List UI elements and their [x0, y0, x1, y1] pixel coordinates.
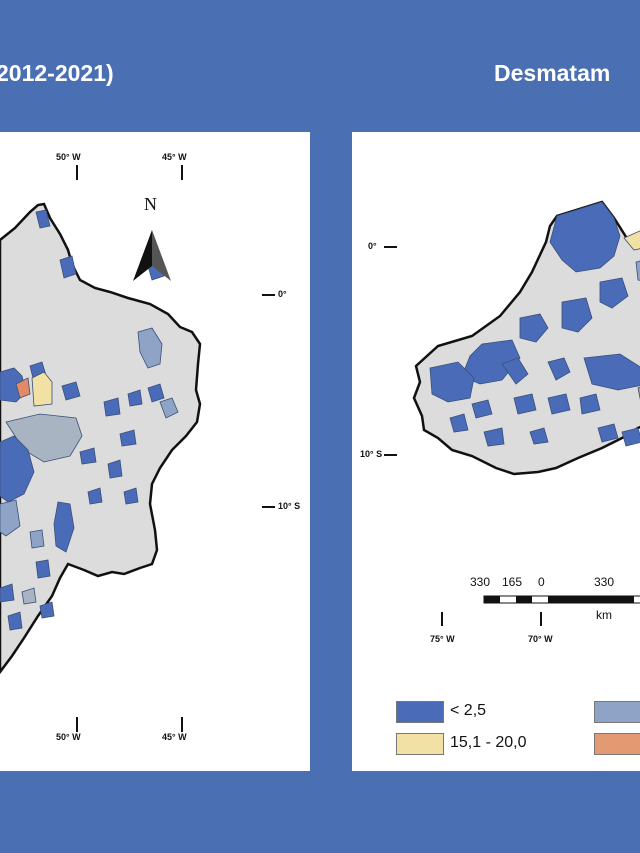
north-arrow-icon: [133, 230, 171, 281]
right-map-panel: 0° 10° S 75° W 70° W 330 165 0 330 km < …: [352, 132, 640, 771]
right-municipalities: [429, 201, 640, 447]
bottom-coord-50w: 50° W: [56, 732, 81, 742]
scale-label-330: 330: [470, 575, 491, 589]
side-coord-10s: 10° S: [278, 501, 301, 511]
legend-swatch-yellow: [396, 733, 444, 755]
left-region-outline: [0, 202, 202, 675]
north-label: N: [144, 194, 157, 214]
top-coord-45w: 45° W: [162, 152, 187, 162]
right-side-coord-0: 0°: [368, 241, 377, 251]
legend-label-low: < 2,5: [450, 702, 487, 719]
scale-unit: km: [596, 608, 612, 622]
legend-swatch-mid: [594, 701, 640, 723]
right-map-title: Desmatam: [494, 60, 611, 86]
left-map-title: 2012-2021): [0, 60, 114, 86]
left-map-panel: 50° W 45° W 50° W 45° W 0° 10° S N: [0, 132, 310, 771]
right-bottom-coord-70w: 70° W: [528, 634, 553, 644]
left-map-svg: [0, 165, 275, 732]
scale-label-330-right: 330: [594, 575, 615, 589]
bottom-coord-45w: 45° W: [162, 732, 187, 742]
scale-label-165: 165: [502, 575, 523, 589]
scale-bar: [483, 595, 640, 604]
left-municipalities: [0, 209, 179, 631]
legend-swatch-low: [396, 701, 444, 723]
right-bottom-coord-75w: 75° W: [430, 634, 455, 644]
legend-swatch-orange: [594, 733, 640, 755]
legend-label-yellow: 15,1 - 20,0: [450, 734, 527, 751]
left-graticule-ticks: [76, 165, 275, 732]
top-coord-50w: 50° W: [56, 152, 81, 162]
side-coord-0: 0°: [278, 289, 287, 299]
right-graticule-ticks: [384, 246, 542, 626]
scale-label-0: 0: [538, 575, 545, 589]
right-map-svg: [384, 200, 640, 626]
right-side-coord-10s: 10° S: [360, 449, 383, 459]
